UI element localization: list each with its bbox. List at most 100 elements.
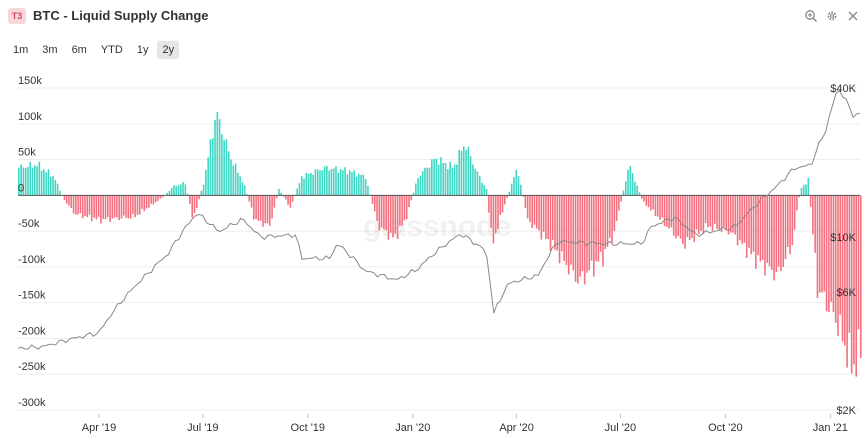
bar [650, 195, 652, 211]
bar [554, 195, 556, 250]
bar [561, 195, 563, 252]
bar [328, 170, 330, 196]
range-button-ytd[interactable]: YTD [100, 44, 123, 56]
bar [748, 195, 750, 248]
grid-lines [18, 87, 860, 411]
bar [816, 195, 819, 298]
price-tick-label: $2K [836, 405, 856, 417]
x-tick-label: Oct '20 [708, 422, 743, 434]
bar [97, 195, 100, 217]
bar [469, 156, 472, 196]
bar [40, 170, 43, 196]
bar [380, 195, 383, 228]
bar [451, 167, 454, 196]
bar [145, 195, 148, 209]
bar [273, 195, 276, 208]
bar [775, 195, 778, 272]
y-tick-label: -150k [18, 290, 46, 302]
bar [558, 195, 561, 264]
bar [853, 195, 855, 365]
bar [342, 170, 344, 196]
bar [812, 195, 814, 235]
bar [246, 194, 248, 196]
bar [202, 184, 205, 196]
bar [497, 195, 499, 229]
bar [426, 167, 429, 196]
bar [166, 192, 168, 196]
bar [695, 195, 698, 230]
bar [152, 195, 155, 205]
bar [570, 195, 572, 265]
bar [442, 162, 445, 196]
bar [161, 195, 164, 198]
bar [825, 195, 828, 312]
bar [789, 195, 791, 255]
bar [29, 161, 32, 196]
bar [214, 119, 216, 196]
bar [668, 195, 670, 229]
gear-icon[interactable] [825, 9, 839, 23]
bar [200, 190, 203, 196]
bar [583, 195, 586, 285]
bar [27, 167, 29, 196]
bar [786, 195, 789, 247]
bar [314, 169, 317, 196]
range-button-1y[interactable]: 1y [136, 44, 149, 56]
bar [284, 195, 287, 200]
y-axis-left: 150k 100k 50k 0 -50k -100k -150k -200k -250k -300… [18, 75, 46, 409]
bar-series [18, 112, 862, 377]
x-tick-label: Jul '20 [605, 422, 636, 434]
bar [218, 119, 221, 196]
bar [191, 195, 194, 218]
bar [389, 195, 392, 233]
range-button-1m[interactable]: 1m [13, 44, 29, 56]
bar [830, 195, 832, 302]
bar [54, 179, 57, 196]
bar [599, 195, 602, 252]
bar [189, 195, 191, 204]
bar [52, 176, 54, 196]
bar [431, 159, 433, 196]
bar [150, 195, 152, 204]
range-button-2y[interactable]: 2y [157, 41, 180, 59]
bar [337, 172, 340, 196]
close-icon[interactable] [846, 9, 860, 23]
bar [784, 195, 787, 260]
zoom-icon[interactable] [804, 9, 818, 23]
bar [666, 195, 668, 227]
bar [230, 159, 232, 196]
bar [70, 195, 73, 209]
bar [745, 195, 748, 258]
bar [551, 195, 554, 240]
range-button-3m[interactable]: 3m [42, 44, 58, 56]
bar [20, 164, 22, 196]
bar [707, 195, 709, 228]
bar [47, 169, 50, 196]
bar [522, 195, 524, 197]
bar [396, 195, 399, 239]
bar [540, 195, 543, 240]
bar [796, 195, 798, 211]
bar [364, 178, 367, 196]
bar [481, 182, 483, 196]
bar [239, 176, 241, 196]
bar [113, 195, 116, 218]
bar [577, 195, 579, 284]
bar [729, 195, 732, 233]
bar [182, 182, 184, 196]
bar [727, 195, 730, 235]
bar [223, 140, 225, 196]
bar [33, 165, 36, 196]
range-button-6m[interactable]: 6m [71, 44, 87, 56]
bar [755, 195, 757, 269]
bar [677, 195, 680, 237]
bar [394, 195, 397, 234]
bar [629, 165, 632, 196]
bar [326, 165, 328, 196]
bar [465, 149, 467, 196]
bar [59, 190, 61, 196]
bar [127, 195, 130, 219]
bar [305, 172, 308, 196]
bar [109, 195, 111, 222]
